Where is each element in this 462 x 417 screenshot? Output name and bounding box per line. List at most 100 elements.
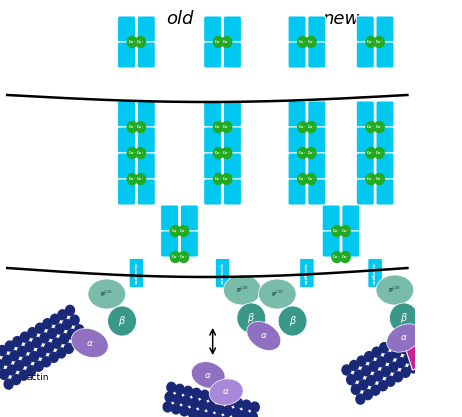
Circle shape [426,340,436,350]
Text: Ca$^{2+}$: Ca$^{2+}$ [366,123,375,131]
Circle shape [366,37,376,48]
Circle shape [374,371,383,381]
Circle shape [170,251,180,262]
Circle shape [183,386,193,396]
Text: Ca$^{2+}$: Ca$^{2+}$ [375,175,384,183]
Text: Ca$^{2+}$: Ca$^{2+}$ [375,149,384,157]
Circle shape [350,361,359,370]
Circle shape [417,320,426,330]
Text: Ca$^{2+}$: Ca$^{2+}$ [332,253,341,261]
Circle shape [410,325,419,335]
Circle shape [213,148,223,158]
Text: Ca$^{2+}$: Ca$^{2+}$ [214,38,223,46]
Circle shape [42,357,51,367]
Circle shape [404,353,413,363]
FancyBboxPatch shape [376,16,394,42]
FancyBboxPatch shape [308,153,326,179]
Circle shape [167,382,176,392]
FancyBboxPatch shape [137,153,155,179]
Circle shape [213,121,223,133]
Circle shape [306,121,316,133]
Circle shape [63,319,72,329]
FancyBboxPatch shape [376,127,394,153]
FancyBboxPatch shape [368,259,382,287]
Circle shape [208,392,218,402]
Circle shape [196,410,206,417]
Circle shape [136,148,146,158]
Text: $\beta$: $\beta$ [118,314,126,328]
FancyBboxPatch shape [204,127,222,153]
Circle shape [165,392,174,402]
Circle shape [55,324,64,334]
Text: Ca$^{2+}$: Ca$^{2+}$ [307,175,316,183]
FancyBboxPatch shape [137,101,155,127]
FancyBboxPatch shape [180,231,198,257]
Circle shape [18,346,26,356]
Text: Ca$^{2+}$: Ca$^{2+}$ [128,175,137,183]
Text: Ca$^{2+}$: Ca$^{2+}$ [136,123,145,131]
Circle shape [48,329,56,339]
Circle shape [340,226,350,236]
Circle shape [12,374,21,384]
Ellipse shape [247,322,281,351]
Circle shape [394,372,402,382]
FancyBboxPatch shape [322,205,340,231]
Text: cadherin: cadherin [373,262,377,284]
FancyBboxPatch shape [137,127,155,153]
Circle shape [306,173,316,184]
Text: $\beta$: $\beta$ [247,311,255,325]
Text: Ca$^{2+}$: Ca$^{2+}$ [128,149,137,157]
FancyBboxPatch shape [376,42,394,68]
FancyBboxPatch shape [224,42,242,68]
Circle shape [15,360,24,370]
Circle shape [72,339,81,349]
Circle shape [19,370,28,380]
Text: Ca$^{2+}$: Ca$^{2+}$ [366,38,375,46]
FancyBboxPatch shape [288,16,306,42]
Text: Ca$^{2+}$: Ca$^{2+}$ [128,123,137,131]
Text: Ca$^{2+}$: Ca$^{2+}$ [214,149,223,157]
Ellipse shape [224,275,261,305]
Circle shape [37,347,46,357]
Text: Ca$^{2+}$: Ca$^{2+}$ [298,149,307,157]
Circle shape [412,349,420,359]
Circle shape [232,408,241,417]
FancyBboxPatch shape [308,42,326,68]
FancyBboxPatch shape [117,179,135,205]
Circle shape [356,394,365,404]
FancyBboxPatch shape [224,127,242,153]
Circle shape [45,343,54,353]
FancyBboxPatch shape [204,101,222,127]
Ellipse shape [108,306,136,336]
Text: Ca$^{2+}$: Ca$^{2+}$ [171,227,180,235]
Circle shape [249,412,257,417]
Circle shape [374,173,384,184]
Circle shape [213,173,223,184]
Circle shape [163,402,172,412]
Text: Ca$^{2+}$: Ca$^{2+}$ [366,149,375,157]
FancyBboxPatch shape [356,127,374,153]
Circle shape [27,366,36,376]
Text: p$^{120}$: p$^{120}$ [236,285,249,295]
Circle shape [75,325,84,335]
Circle shape [66,305,74,315]
Circle shape [136,173,146,184]
Text: Ca$^{2+}$: Ca$^{2+}$ [332,227,341,235]
FancyBboxPatch shape [117,127,135,153]
Text: cadherin: cadherin [220,262,225,284]
Text: Ca$^{2+}$: Ca$^{2+}$ [307,149,316,157]
Circle shape [175,384,184,394]
Circle shape [298,121,308,133]
Circle shape [0,346,7,356]
Text: Ca$^{2+}$: Ca$^{2+}$ [341,253,350,261]
Text: Ca$^{2+}$: Ca$^{2+}$ [298,38,307,46]
Ellipse shape [258,279,296,309]
Text: Ca$^{2+}$: Ca$^{2+}$ [222,123,231,131]
Circle shape [407,339,416,349]
Circle shape [57,348,66,358]
Circle shape [362,366,371,376]
Circle shape [401,367,410,377]
Circle shape [43,319,52,329]
Ellipse shape [191,362,225,388]
Circle shape [424,354,432,364]
